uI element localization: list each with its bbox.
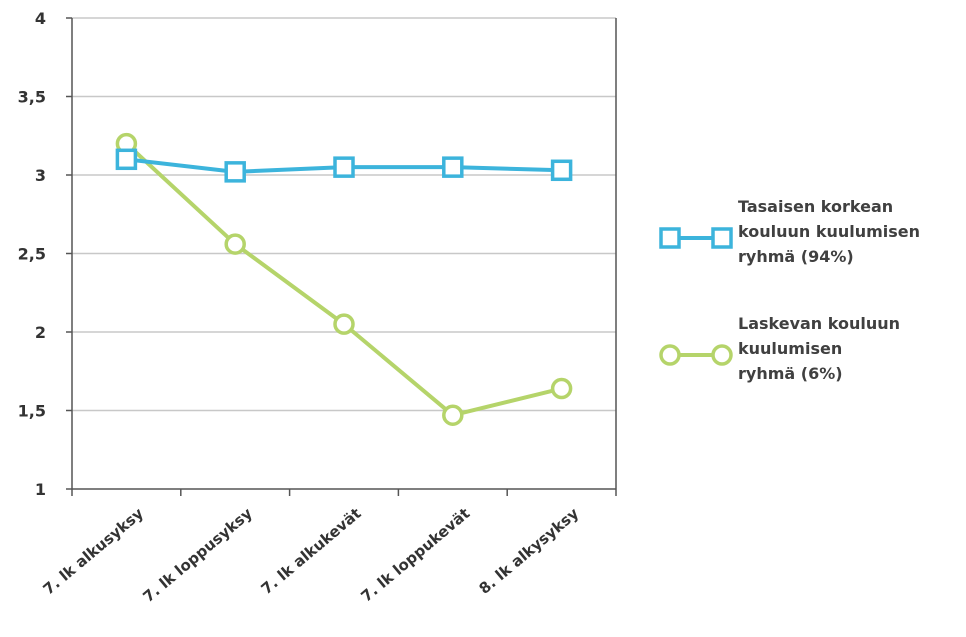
data-point [224, 233, 246, 255]
legend-marker [711, 227, 733, 249]
y-axis-ticks: 1 1,5 2 2,5 3 3,5 4 [18, 9, 72, 499]
data-point [115, 148, 138, 171]
legend-item-1: Tasaisen korkean kouluun kuulumisen ryhmä … [659, 197, 920, 266]
grid-lines [72, 17, 616, 412]
data-point [550, 377, 573, 400]
data-point [333, 156, 355, 178]
series-group [115, 132, 573, 426]
legend: Tasaisen korkean kouluun kuulumisen ryhmä … [659, 197, 920, 383]
series-line [125, 142, 563, 418]
legend-label: Laskevan kouluun kuulumisen ryhmä (6%) [738, 314, 900, 383]
data-point [442, 404, 464, 426]
legend-marker [659, 344, 681, 366]
x-category-label: 7. lk alkukevät [258, 504, 365, 598]
x-category-label: 7. lk loppusyksy [139, 504, 255, 606]
x-category-label: 7. lk loppukevät [358, 504, 474, 605]
data-point [550, 159, 573, 182]
x-category-label: 8. lk alkysyksy [476, 504, 583, 598]
y-tick-label: 3,5 [18, 88, 46, 107]
legend-marker [711, 344, 733, 366]
x-category-label: 7. lk alkusyksy [40, 504, 147, 598]
data-point [442, 156, 464, 178]
series-1 [115, 148, 573, 183]
y-tick-label: 4 [35, 9, 46, 28]
legend-marker [659, 227, 681, 249]
data-point [224, 161, 246, 183]
y-tick-label: 1,5 [18, 402, 46, 421]
data-point [333, 313, 355, 335]
legend-label: Tasaisen korkean kouluun kuulumisen ryhmä … [738, 197, 920, 266]
y-tick-label: 2,5 [18, 245, 46, 264]
series-2 [115, 132, 573, 426]
legend-item-2: Laskevan kouluun kuulumisen ryhmä (6%) [659, 314, 900, 383]
y-tick-label: 3 [35, 166, 46, 185]
y-tick-label: 1 [35, 480, 46, 499]
y-tick-label: 2 [35, 323, 46, 342]
